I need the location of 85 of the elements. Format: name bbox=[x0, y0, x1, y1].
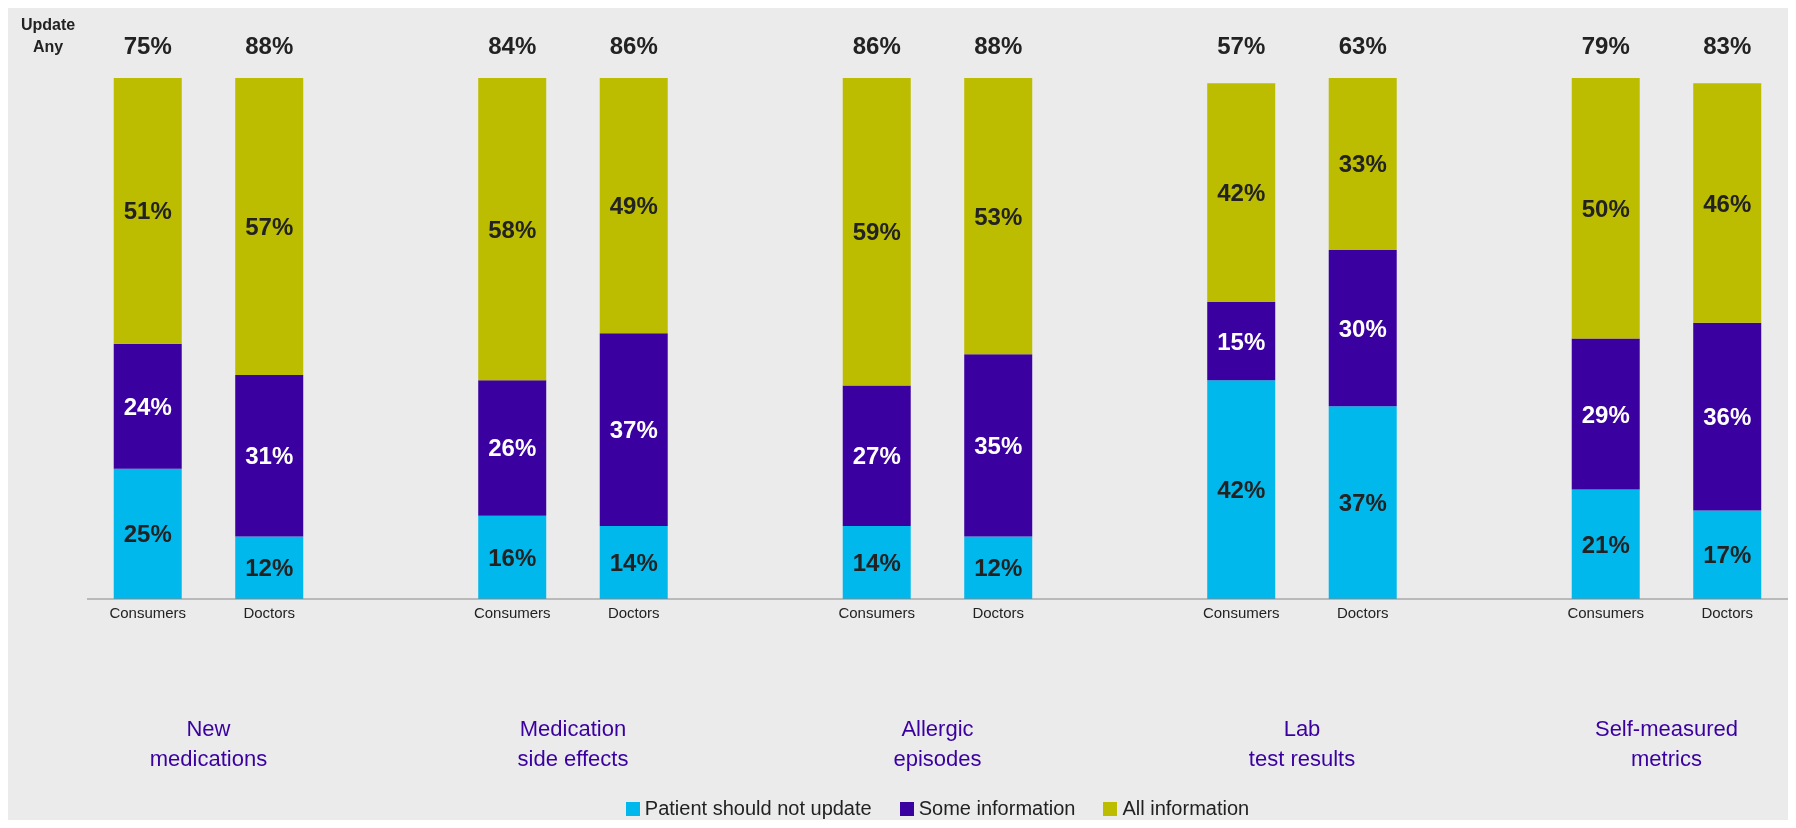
data-label: 42% bbox=[1217, 476, 1266, 504]
x-tick-label: Doctors bbox=[1701, 603, 1754, 621]
data-label: 29% bbox=[1581, 400, 1630, 428]
legend-label: Patient should not update bbox=[643, 797, 872, 820]
bar bbox=[599, 78, 668, 334]
bar bbox=[964, 354, 1033, 537]
data-label: 16% bbox=[488, 543, 537, 571]
text: 86% bbox=[851, 32, 902, 60]
data-label: 27% bbox=[852, 442, 901, 470]
bar bbox=[113, 343, 182, 469]
x-tick-label: Consumers bbox=[473, 603, 551, 621]
data-label: 57% bbox=[245, 212, 294, 240]
bar bbox=[1693, 83, 1762, 323]
x-tick-label: Consumers bbox=[1202, 603, 1280, 621]
data-label: 36% bbox=[1703, 403, 1752, 431]
text: 75% bbox=[122, 32, 173, 60]
bar bbox=[1328, 249, 1397, 407]
bar bbox=[478, 78, 547, 381]
x-tick-label: Doctors bbox=[1336, 603, 1389, 621]
x-tick-label: Doctors bbox=[243, 603, 296, 621]
data-label: 51% bbox=[123, 197, 172, 225]
data-label: 35% bbox=[974, 431, 1023, 459]
x-tick-label: Doctors bbox=[607, 603, 660, 621]
data-label: 42% bbox=[1217, 179, 1266, 207]
bar bbox=[1207, 302, 1276, 381]
text: New medications bbox=[148, 715, 269, 773]
data-label: 17% bbox=[1703, 541, 1752, 569]
data-label: 33% bbox=[1338, 150, 1387, 178]
x-tick-label: Doctors bbox=[972, 603, 1025, 621]
text: Medication side effects bbox=[516, 715, 630, 773]
bar bbox=[113, 468, 182, 599]
bar bbox=[1571, 489, 1640, 599]
text: 83% bbox=[1702, 32, 1753, 60]
data-label: 53% bbox=[974, 202, 1023, 230]
text: 84% bbox=[487, 32, 538, 60]
data-label: 15% bbox=[1217, 327, 1266, 355]
x-tick-label: Consumers bbox=[109, 603, 187, 621]
data-label: 12% bbox=[974, 554, 1023, 582]
bar bbox=[235, 374, 304, 537]
text: Lab test results bbox=[1247, 715, 1357, 773]
bar bbox=[1328, 406, 1397, 599]
x-tick-label: Consumers bbox=[1567, 603, 1645, 621]
bar bbox=[478, 515, 547, 599]
data-label: 37% bbox=[1338, 489, 1387, 517]
legend-label: All information bbox=[1121, 797, 1250, 820]
data-label: 46% bbox=[1703, 189, 1752, 217]
data-label: 30% bbox=[1338, 314, 1387, 342]
bar bbox=[599, 333, 668, 527]
data-label: 25% bbox=[123, 520, 172, 548]
data-label: 14% bbox=[852, 549, 901, 577]
bar bbox=[478, 380, 547, 516]
data-label: 37% bbox=[609, 416, 658, 444]
data-label: 31% bbox=[245, 442, 294, 470]
bar bbox=[1328, 78, 1397, 250]
bar bbox=[964, 78, 1033, 355]
text: Update Any bbox=[19, 15, 77, 57]
bar bbox=[1207, 380, 1276, 599]
legend-label: Some information bbox=[917, 797, 1076, 820]
text: 88% bbox=[973, 32, 1024, 60]
data-label: 12% bbox=[245, 554, 294, 582]
bar bbox=[842, 385, 911, 527]
x-tick-label: Consumers bbox=[838, 603, 916, 621]
data-label: 24% bbox=[123, 392, 172, 420]
bar bbox=[113, 78, 182, 344]
data-label: 21% bbox=[1581, 530, 1630, 558]
data-label: 58% bbox=[488, 215, 537, 243]
data-label: 49% bbox=[609, 192, 658, 220]
text: Self-measured metrics bbox=[1593, 715, 1740, 773]
bar bbox=[1207, 83, 1276, 303]
text: Allergic episodes bbox=[892, 715, 983, 773]
text: 86% bbox=[608, 32, 659, 60]
data-label: 26% bbox=[488, 434, 537, 462]
bar bbox=[1693, 510, 1762, 599]
data-label: 14% bbox=[609, 549, 658, 577]
text: 63% bbox=[1337, 32, 1388, 60]
text: 79% bbox=[1580, 32, 1631, 60]
bar bbox=[1693, 322, 1762, 511]
bar bbox=[235, 78, 304, 375]
data-label: 59% bbox=[852, 218, 901, 246]
bar bbox=[1571, 338, 1640, 490]
text: 57% bbox=[1216, 32, 1267, 60]
data-label: 50% bbox=[1581, 194, 1630, 222]
bar bbox=[1571, 78, 1640, 339]
text: 88% bbox=[244, 32, 295, 60]
bar bbox=[842, 78, 911, 386]
